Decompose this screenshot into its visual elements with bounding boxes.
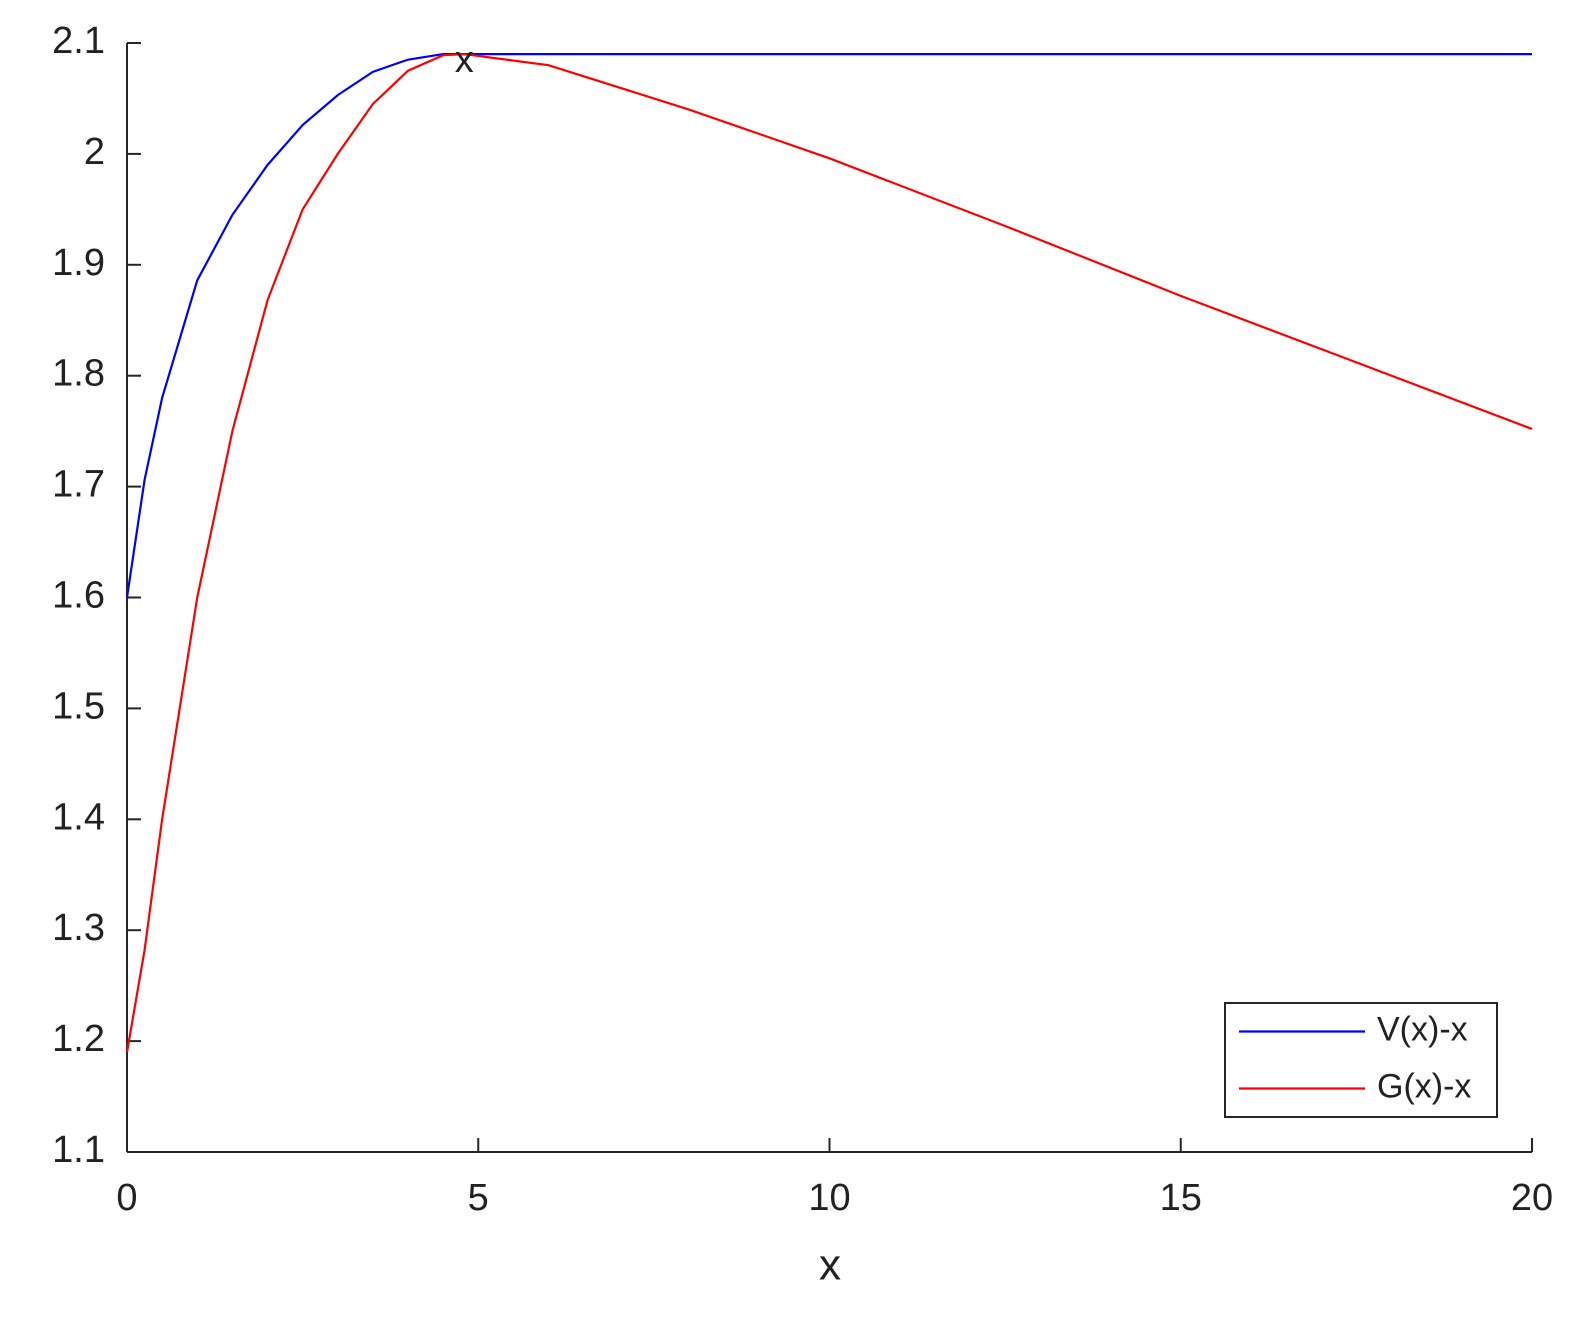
- x-axis-label: x: [819, 1241, 841, 1290]
- y-tick-label: 1.3: [52, 907, 105, 949]
- y-tick-label: 1.4: [52, 796, 105, 838]
- annotation: x: [455, 39, 474, 81]
- legend-label: V(x)-x: [1377, 1010, 1468, 1048]
- x-tick-label: 0: [116, 1177, 137, 1219]
- x-tick-label: 10: [808, 1177, 850, 1219]
- x-tick-label: 5: [468, 1177, 489, 1219]
- legend: V(x)-x G(x)-x: [1224, 1002, 1498, 1118]
- x-tick-label: 15: [1160, 1177, 1202, 1219]
- y-tick-label: 1.9: [52, 242, 105, 284]
- series-line: [125, 52, 1532, 598]
- legend-box: [1224, 1002, 1498, 1118]
- y-tick-label: 1.6: [52, 575, 105, 617]
- y-tick-label: 1.1: [52, 1129, 105, 1171]
- y-tick-label: 2: [84, 131, 105, 173]
- legend-label: G(x)-x: [1377, 1067, 1471, 1105]
- x-tick-label: 20: [1511, 1177, 1553, 1219]
- y-tick-label: 1.8: [52, 353, 105, 395]
- y-tick-label: 1.7: [52, 464, 105, 506]
- y-tick-label: 2.1: [52, 20, 105, 62]
- series-line: [125, 52, 1533, 1053]
- y-tick-label: 1.2: [52, 1018, 105, 1060]
- y-tick-label: 1.5: [52, 685, 105, 727]
